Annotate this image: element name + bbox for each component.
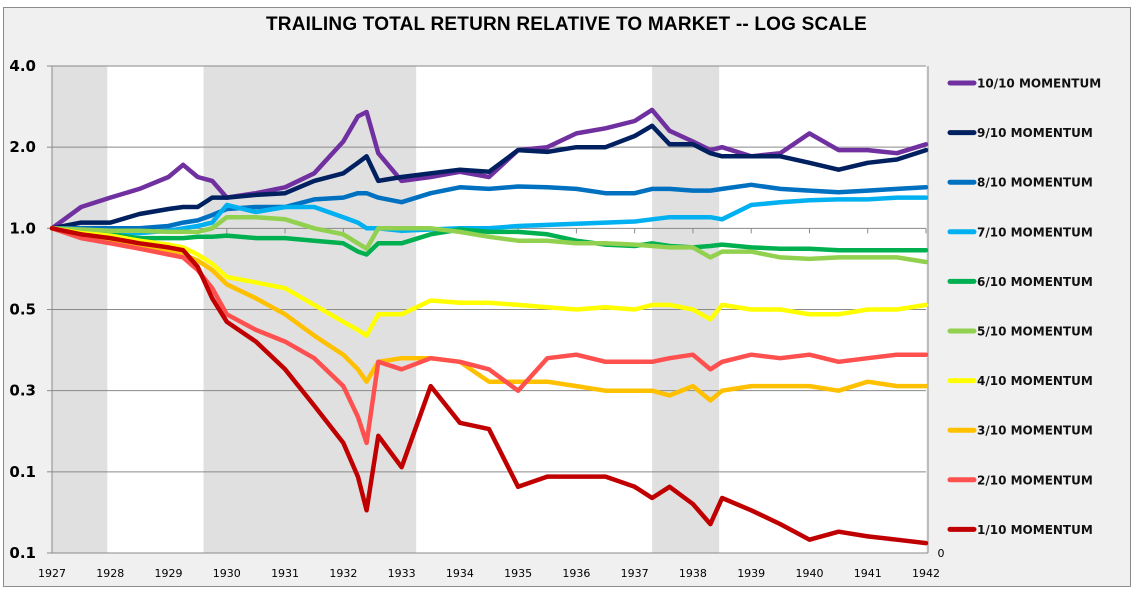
y-tick-label: 0.5 [9, 301, 36, 319]
secondary-axis-label: 0 [938, 547, 945, 560]
y-tick-label: 0.3 [9, 382, 36, 400]
series-lines [49, 107, 929, 546]
legend-label: 5/10 MOMENTUM [977, 325, 1093, 339]
x-tick-label: 1935 [504, 567, 532, 580]
y-tick-label: 0.1 [9, 463, 36, 481]
legend-item: 4/10 MOMENTUM [947, 374, 1093, 388]
x-tick-label: 1937 [621, 567, 649, 580]
x-tick-label: 1940 [795, 567, 823, 580]
x-tick-label: 1929 [155, 567, 183, 580]
y-tick-label: 1.0 [9, 219, 36, 237]
legend-label: 1/10 MOMENTUM [977, 523, 1093, 537]
y-tick-label: 4.0 [9, 57, 36, 75]
x-tick-label: 1931 [271, 567, 299, 580]
legend-label: 2/10 MOMENTUM [977, 473, 1093, 487]
legend-item: 7/10 MOMENTUM [947, 225, 1093, 239]
legend-label: 3/10 MOMENTUM [977, 424, 1093, 438]
x-tick-label: 1939 [737, 567, 765, 580]
legend-item: 2/10 MOMENTUM [947, 473, 1093, 487]
series-line-5-of-10 [49, 214, 929, 265]
legend: 10/10 MOMENTUM 9/10 MOMENTUM 8/10 MOMENTUM… [947, 77, 1101, 537]
x-tick-label: 1936 [562, 567, 590, 580]
x-tick-label: 1933 [388, 567, 416, 580]
chart-title: TRAILING TOTAL RETURN RELATIVE TO MARKET… [266, 14, 867, 35]
series-line-1-of-10 [49, 226, 929, 546]
y-tick-label: 2.0 [9, 138, 36, 156]
legend-label: 7/10 MOMENTUM [977, 225, 1093, 239]
series-line-4-of-10 [49, 226, 929, 338]
x-tick-label: 1934 [446, 567, 474, 580]
legend-item: 3/10 MOMENTUM [947, 424, 1093, 438]
legend-item: 1/10 MOMENTUM [947, 523, 1093, 537]
legend-label: 8/10 MOMENTUM [977, 176, 1093, 190]
x-tick-label: 1941 [854, 567, 882, 580]
series-line-9-of-10 [49, 123, 929, 231]
legend-label: 6/10 MOMENTUM [977, 275, 1093, 289]
legend-item: 10/10 MOMENTUM [947, 77, 1101, 91]
legend-item: 9/10 MOMENTUM [947, 126, 1093, 140]
x-tick-label: 1932 [329, 567, 357, 580]
legend-item: 6/10 MOMENTUM [947, 275, 1093, 289]
x-tick-label: 1928 [96, 567, 124, 580]
series-line-6-of-10 [49, 226, 929, 257]
legend-label: 4/10 MOMENTUM [977, 374, 1093, 388]
x-tick-label: 1927 [38, 567, 66, 580]
x-tick-label: 1938 [679, 567, 707, 580]
y-tick-labels: 4.0 2.0 1.0 0.5 0.3 0.1 0.1 [9, 57, 36, 562]
x-tick-label: 1930 [213, 567, 241, 580]
legend-item: 8/10 MOMENTUM [947, 176, 1093, 190]
axes [51, 66, 929, 554]
legend-label: 9/10 MOMENTUM [977, 126, 1093, 140]
series-line-8-of-10 [49, 182, 929, 231]
legend-label: 10/10 MOMENTUM [977, 77, 1101, 91]
legend-item: 5/10 MOMENTUM [947, 325, 1093, 339]
y-tick-label: 0.1 [9, 544, 36, 562]
x-tick-labels: 1927 1928 1929 1930 1931 1932 1933 1934 1935 1936… [38, 567, 940, 580]
x-tick-label: 1942 [912, 567, 940, 580]
